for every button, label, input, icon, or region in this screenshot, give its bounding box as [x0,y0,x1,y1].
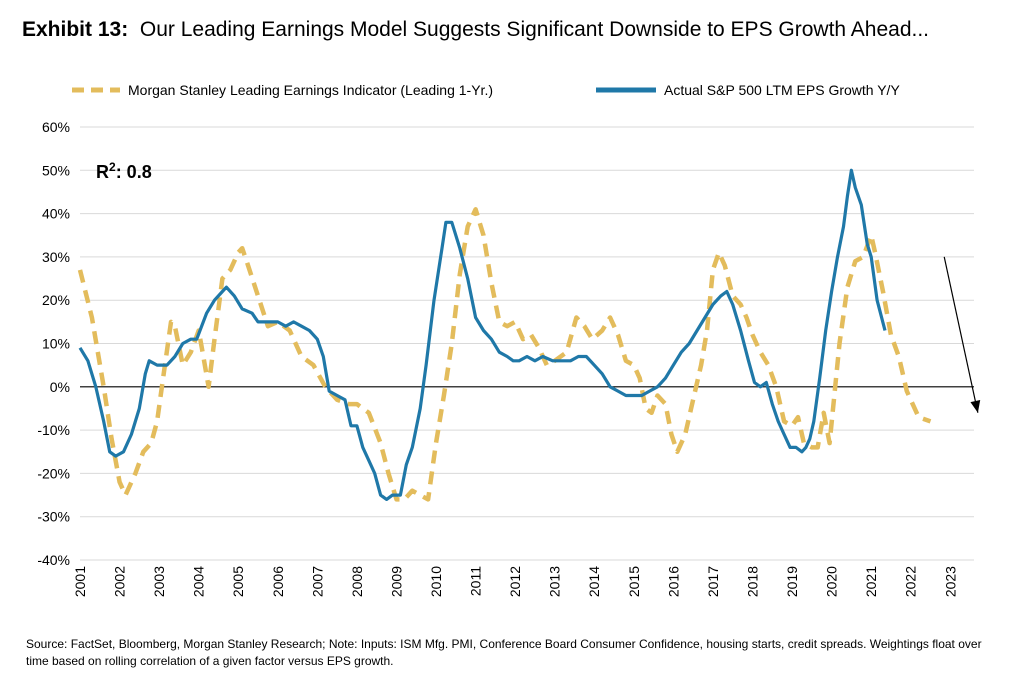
line-chart: 60% 50% 40% 30% 20% 10% 0% -10% -20% -30% -40%2001… [37,119,981,597]
series-line-leading-indicator [77,207,932,502]
y-tick-label: 20% [42,292,70,308]
x-tick-label: 2016 [665,566,681,597]
x-tick-label: 2017 [705,566,721,597]
x-tick-label: 2009 [388,566,404,597]
x-tick-label: 2023 [942,566,958,597]
x-tick-label: 2002 [112,566,128,597]
source-footnote: Source: FactSet, Bloomberg, Morgan Stanl… [26,637,982,668]
chart-title: Exhibit 13: Our Leading Earnings Model S… [22,18,929,42]
x-tick-label: 2003 [151,566,167,597]
trend-arrow-head [970,399,981,413]
y-tick-label: 60% [42,119,70,135]
y-tick-label: -40% [37,552,70,568]
x-tick-label: 2010 [428,566,444,597]
legend-swatch-actual [596,87,656,93]
legend-item-leading: Morgan Stanley Leading Earnings Indicato… [70,82,493,98]
x-tick-label: 2020 [824,566,840,597]
x-tick-label: 2014 [586,566,602,597]
y-tick-label: -30% [37,509,70,525]
y-tick-label: -20% [37,465,70,481]
x-tick-label: 2006 [270,566,286,597]
x-tick-label: 2005 [230,566,246,597]
legend-swatch-leading [72,87,120,93]
exhibit-label: Exhibit 13: [22,18,129,41]
y-tick-label: 30% [42,249,70,265]
series-line-actual-eps-growth [78,168,887,501]
x-tick-label: 2019 [784,566,800,597]
title-text: Our Leading Earnings Model Suggests Sign… [139,18,929,41]
y-tick-label: -10% [37,422,70,438]
y-tick-label: 50% [42,162,70,178]
trend-arrow-line [943,256,979,413]
y-tick-label: 0% [50,379,70,395]
y-tick-label: 10% [42,336,70,352]
x-tick-label: 2022 [903,566,919,597]
x-tick-label: 2015 [626,566,642,597]
legend-item-actual: Actual S&P 500 LTM EPS Growth Y/Y [594,82,900,98]
x-tick-label: 2007 [309,566,325,597]
x-tick-label: 2013 [547,566,563,597]
y-tick-label: 40% [42,206,70,222]
x-tick-label: 2012 [507,566,523,597]
x-tick-label: 2008 [349,566,365,597]
x-tick-label: 2018 [744,566,760,597]
r-squared-annotation: R2: 0.8 [96,160,152,182]
x-tick-label: 2004 [191,566,207,597]
legend-label-actual: Actual S&P 500 LTM EPS Growth Y/Y [664,82,900,98]
x-tick-label: 2011 [468,566,484,596]
legend-label-leading: Morgan Stanley Leading Earnings Indicato… [128,82,493,98]
x-tick-label: 2021 [863,566,879,597]
x-tick-label: 2001 [72,566,88,597]
